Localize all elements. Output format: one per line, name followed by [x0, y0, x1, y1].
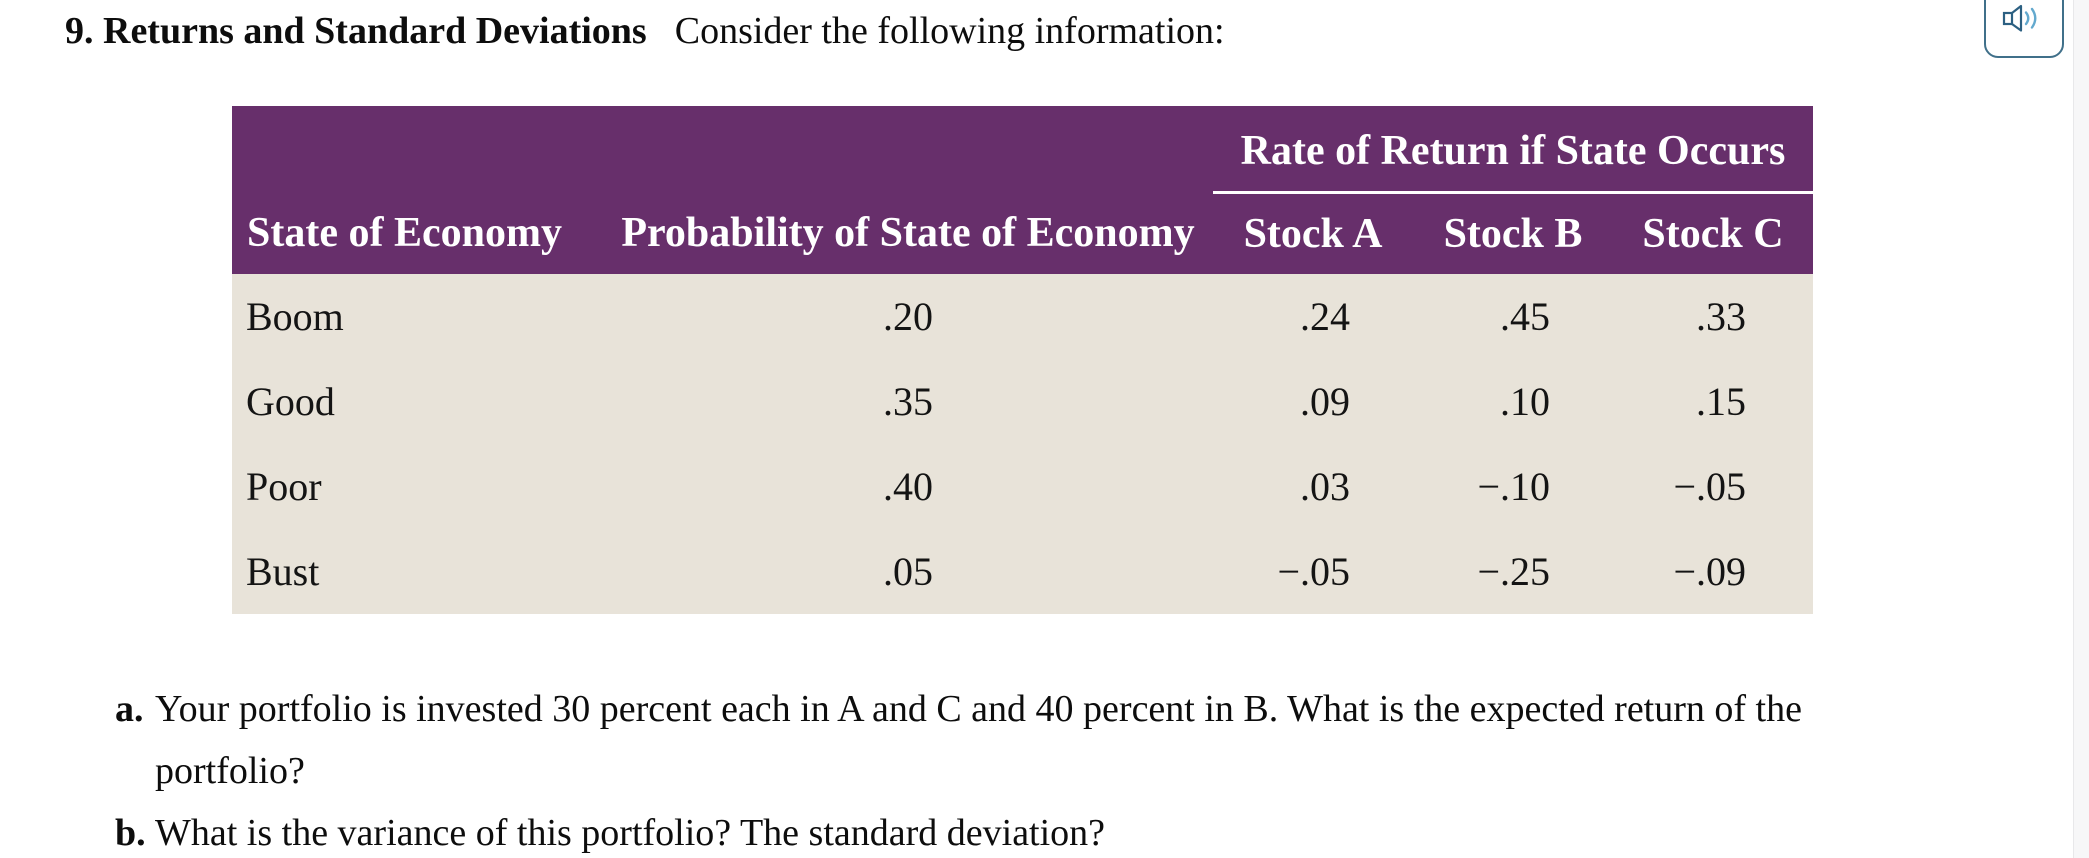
question-list: a. Your portfolio is invested 30 percent… — [115, 678, 1930, 858]
problem-heading: 9. Returns and Standard Deviations Consid… — [65, 8, 1225, 54]
table-span-header-row: Rate of Return if State Occurs — [232, 106, 1813, 194]
table-row-poor: Poor .40 .03 −.10 −.05 — [232, 444, 1813, 529]
col-header-stock-b: Stock B — [1413, 192, 1613, 274]
cell-stock-c: .33 — [1613, 274, 1813, 359]
question-b-text: What is the variance of this portfolio? … — [155, 812, 1106, 854]
cell-probability: .35 — [603, 359, 1213, 444]
cell-probability: .20 — [603, 274, 1213, 359]
cell-stock-c: −.05 — [1613, 444, 1813, 529]
cell-stock-a: −.05 — [1213, 529, 1413, 614]
cell-stock-b: .10 — [1413, 359, 1613, 444]
problem-intro: Consider the following information: — [674, 10, 1225, 52]
cell-state: Poor — [232, 444, 603, 529]
returns-table-body: Boom .20 .24 .45 .33 Good .35 .09 .10 .1… — [232, 274, 1813, 614]
table-row-bust: Bust .05 −.05 −.25 −.09 — [232, 529, 1813, 614]
cell-probability: .40 — [603, 444, 1213, 529]
cell-stock-b: −.25 — [1413, 529, 1613, 614]
col-header-stock-c: Stock C — [1613, 192, 1813, 274]
cell-stock-a: .09 — [1213, 359, 1413, 444]
returns-table-header: Rate of Return if State Occurs State of … — [232, 106, 1813, 274]
cell-stock-b: .45 — [1413, 274, 1613, 359]
cell-probability: .05 — [603, 529, 1213, 614]
table-row-good: Good .35 .09 .10 .15 — [232, 359, 1813, 444]
cell-stock-b: −.10 — [1413, 444, 1613, 529]
table-column-header-row: State of Economy Probability of State of… — [232, 192, 1813, 274]
question-b-label: b. — [115, 812, 146, 854]
col-header-stock-a: Stock A — [1213, 192, 1413, 274]
question-b: b. What is the variance of this portfoli… — [115, 802, 1930, 858]
cell-state: Good — [232, 359, 603, 444]
cell-state: Bust — [232, 529, 603, 614]
problem-title: 9. Returns and Standard Deviations — [65, 10, 647, 52]
cell-stock-a: .24 — [1213, 274, 1413, 359]
cell-stock-a: .03 — [1213, 444, 1413, 529]
returns-table: Rate of Return if State Occurs State of … — [232, 106, 1813, 614]
question-a-label: a. — [115, 688, 144, 730]
span-header-rate-of-return: Rate of Return if State Occurs — [1213, 106, 1813, 194]
col-header-state-of-economy: State of Economy — [232, 192, 603, 274]
right-panel-edge — [2073, 0, 2089, 858]
span-header-spacer — [232, 106, 1213, 193]
cell-stock-c: .15 — [1613, 359, 1813, 444]
cell-state: Boom — [232, 274, 603, 359]
table-row-boom: Boom .20 .24 .45 .33 — [232, 274, 1813, 359]
question-a-text: Your portfolio is invested 30 percent ea… — [155, 688, 1802, 792]
question-a: a. Your portfolio is invested 30 percent… — [115, 678, 1930, 802]
col-header-probability: Probability of State of Economy — [603, 192, 1213, 274]
cell-stock-c: −.09 — [1613, 529, 1813, 614]
audio-button[interactable] — [1984, 0, 2064, 58]
